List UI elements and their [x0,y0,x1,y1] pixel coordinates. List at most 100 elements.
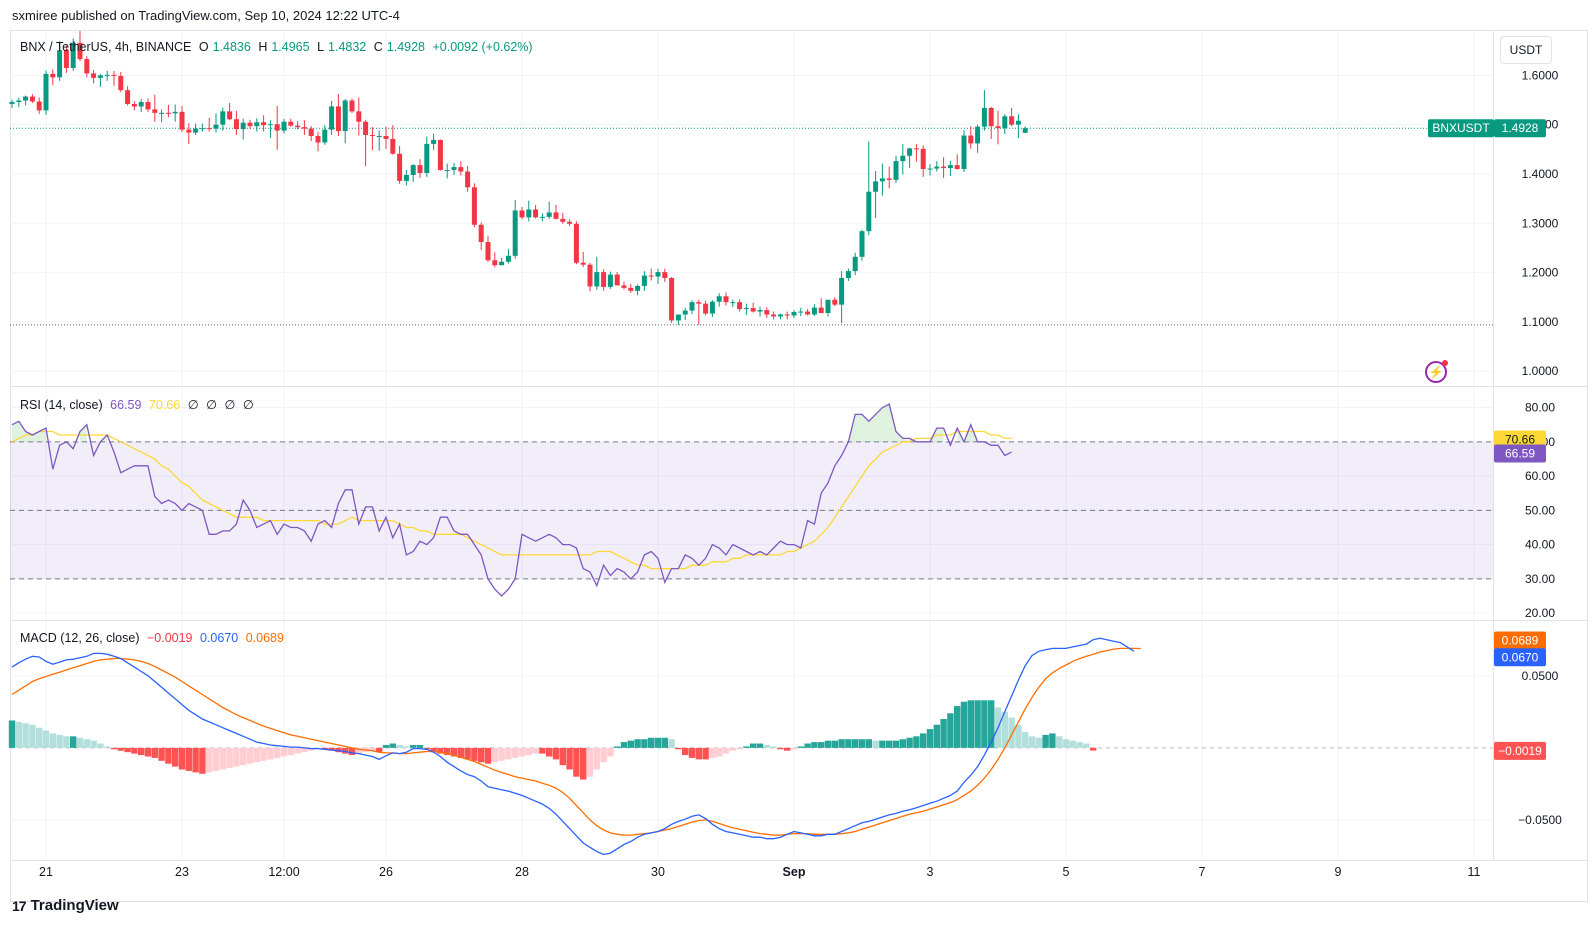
candle-body [696,302,702,304]
candle-body [471,187,477,225]
macd-tick-label: 0.0500 [1522,669,1559,683]
macd-hist-bar [29,724,36,748]
macd-hist-bar [260,747,267,761]
candle-body [499,261,505,266]
macd-hist-bar [117,747,124,751]
macd-title[interactable]: MACD (12, 26, close) [20,631,140,645]
rsi-ma-axis-label: 70.66 [1494,430,1546,449]
time-tick-label: 11 [1468,865,1481,879]
candle-body [533,209,539,218]
candle-body [84,59,90,74]
candle-body [424,143,430,173]
macd-hist-bar [267,747,274,760]
macd-signal-value: 0.0689 [245,631,284,645]
macd-hist-bar [865,739,872,748]
candle-body [431,139,437,144]
macd-hist-bar [940,719,947,748]
candle-body [655,272,661,277]
macd-histogram-layer [8,700,1097,780]
macd-hist-bar [926,729,934,748]
macd-hist-bar [675,747,682,750]
candle-body [675,314,681,321]
macd-hist-bar [348,747,356,756]
candle-body [397,153,403,181]
symbol-tag-text: BNXUSDT [1432,121,1490,135]
macd-legend: MACD (12, 26, close) −0.0019 0.0670 0.06… [20,631,288,645]
candle-body [716,296,722,302]
macd-hist-bar [688,747,696,758]
rsi-title[interactable]: RSI (14, close) [20,398,103,412]
time-tick-label: 28 [515,865,529,879]
currency-button[interactable]: USDT [1500,36,1552,64]
macd-hist-bar [1001,711,1008,748]
candle-body [186,129,192,133]
candle-body [750,308,756,312]
macd-hist-bar [1056,736,1063,748]
macd-hist-bar [450,747,458,757]
symbol-title[interactable]: BNX / TetherUS, 4h, BINANCE [20,40,192,54]
candle-body [9,102,15,104]
candle-body [526,209,532,218]
macd-hist-bar [777,747,784,750]
candle-body [737,302,743,310]
candle-body [50,73,56,78]
candle-body [941,166,947,169]
macd-hist-bar [654,737,662,748]
macd-axis-label-text: 0.0670 [1502,650,1539,664]
candle-body [492,260,498,266]
macd-hist-bar [389,743,396,748]
macd-hist-bar [416,744,424,748]
candle-body [927,168,933,170]
macd-hist-bar [668,739,675,748]
macd-hist-bar [382,744,390,748]
candle-body [845,271,851,279]
candle-body [832,299,838,305]
price-legend: BNX / TetherUS, 4h, BINANCE O 1.4836 H 1.4… [20,40,533,54]
time-tick-label: 5 [1063,865,1070,879]
time-tick-label: 7 [1199,865,1206,879]
candle-body [553,212,559,219]
macd-axis-label-bg [1494,648,1546,667]
candle-body [641,275,647,286]
candle-body [403,174,409,181]
tradingview-brand: 17 TradingView [12,897,119,914]
tradingview-logo-icon: 17 [12,897,27,914]
candle-body [703,303,709,314]
macd-hist-bar [192,747,199,773]
macd-hist-bar [722,747,730,754]
candle-body [621,285,627,288]
candle-body [342,100,348,132]
alert-bolt-icon[interactable]: ⚡ [1425,360,1448,383]
macd-axis-label: 0.0670 [1494,648,1546,667]
macd-hist-bar [811,742,818,748]
candle-body [281,121,287,131]
candle-body [410,165,416,175]
candle-body [206,128,212,130]
macd-hist-bar [70,736,77,748]
candle-body [111,74,117,76]
candle-body [356,111,362,122]
macd-hist-bar [335,747,342,753]
candle-body [451,167,457,171]
macd-hist-bar [1069,740,1076,748]
macd-hist-bar [1028,736,1036,748]
macd-hist-bar [532,747,539,754]
macd-hist-bar [1042,734,1049,748]
candle-body [145,102,151,110]
candle-body [247,122,253,127]
rsi-ma-axis-label-bg [1494,430,1546,449]
last-price-label: 1.4928 [1494,119,1546,138]
macd-hist-bar [246,747,254,764]
macd-hist-bar [212,747,220,771]
macd-hist-bar [1083,743,1090,748]
candle-body [77,42,83,60]
candle-body [968,135,974,144]
time-tick-label: 12:00 [268,865,299,879]
macd-hist-bar [90,740,97,748]
macd-hist-bar [226,747,233,769]
macd-hist-bar [22,723,29,748]
signal-axis-label-bg [1494,631,1546,650]
macd-hist-bar [784,747,791,751]
macd-tick-label: −0.0500 [1518,813,1562,827]
